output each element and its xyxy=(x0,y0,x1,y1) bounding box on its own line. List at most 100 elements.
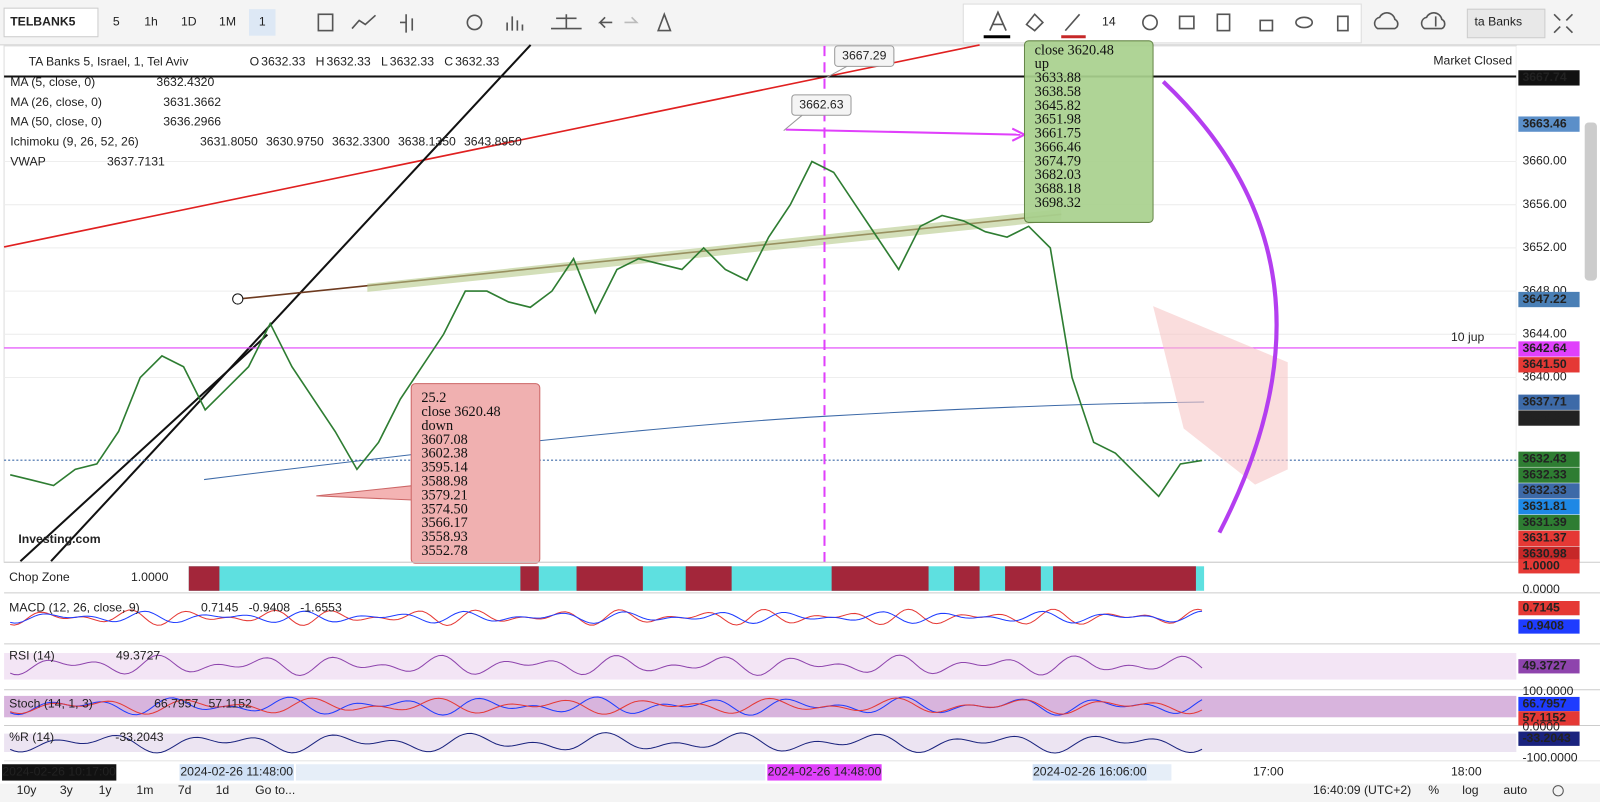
lock-icon[interactable] xyxy=(1259,19,1274,32)
fullscreen-icon[interactable] xyxy=(1553,13,1574,34)
hide-icon[interactable] xyxy=(1295,16,1314,29)
pane-label: Stoch (14, 1, 3) xyxy=(9,696,93,710)
stoch-band xyxy=(4,695,1517,718)
price-label-bg xyxy=(1518,410,1580,426)
indicators-icon[interactable] xyxy=(506,16,524,31)
clone-icon[interactable] xyxy=(1216,13,1231,32)
font-size[interactable]: 14 xyxy=(1102,15,1116,29)
upload-icon[interactable] xyxy=(1420,12,1446,30)
pane-label: %R (14) xyxy=(9,730,54,744)
price-label: 3632.33 xyxy=(1522,483,1566,497)
indicator-name: Ichimoku (9, 26, 52, 26) xyxy=(10,135,139,149)
wr-band xyxy=(4,733,1517,753)
symbol[interactable]: TELBANK5 xyxy=(10,15,75,29)
price-label: 3663.46 xyxy=(1522,116,1566,130)
indicator-name: VWAP xyxy=(10,154,46,168)
price-label-bg xyxy=(1518,394,1580,410)
price-label-bg xyxy=(1518,530,1580,547)
undo-icon[interactable] xyxy=(598,16,613,29)
price-label: 3637.71 xyxy=(1522,394,1566,408)
group-icon[interactable] xyxy=(1178,15,1195,30)
interval-button[interactable]: 1 xyxy=(259,15,266,29)
trend-line xyxy=(50,44,532,562)
chop-block xyxy=(520,566,539,591)
bottom-bar xyxy=(0,783,1600,802)
price-label: 3632.33 xyxy=(1522,467,1566,481)
range-button[interactable]: 3y xyxy=(60,783,74,797)
time-label: 17:00 xyxy=(1253,765,1284,779)
line-icon[interactable] xyxy=(351,14,377,30)
indicator-wave xyxy=(10,697,1203,715)
range-button[interactable]: 1y xyxy=(99,783,113,797)
indicator-wave xyxy=(10,608,1203,626)
pane-value: 0.7145 xyxy=(201,600,239,614)
indicator-value: 3643.8950 xyxy=(464,135,522,149)
layout-box[interactable] xyxy=(1466,8,1546,39)
indicator-value: 3636.2966 xyxy=(163,115,221,129)
scale-option[interactable]: % xyxy=(1428,783,1439,797)
arrow xyxy=(785,128,1021,136)
pane-axis-bg xyxy=(1518,659,1580,674)
range-button[interactable]: 7d xyxy=(178,783,192,797)
pane-axis-label: 66.7957 xyxy=(1522,696,1566,710)
chop-block xyxy=(1053,566,1196,591)
interval-button[interactable]: 1h xyxy=(144,15,158,29)
settings-icon[interactable] xyxy=(1142,14,1158,31)
green-box-text: 3698.32 xyxy=(1035,195,1081,211)
interval-button[interactable]: 1M xyxy=(219,15,236,29)
redo-icon[interactable] xyxy=(624,16,639,24)
pane-value: -1.6553 xyxy=(300,600,342,614)
indicator-value: 3632.3300 xyxy=(332,135,390,149)
curve-drawing xyxy=(1161,80,1279,534)
compare-icon[interactable] xyxy=(551,14,582,30)
indicator-wave xyxy=(10,654,1203,676)
pane-axis-label: 0.0000 xyxy=(1522,720,1560,734)
green-box-text: 3645.82 xyxy=(1035,98,1081,114)
price-label-bg xyxy=(1518,546,1580,562)
y-tick-label: 3656.00 xyxy=(1522,197,1566,211)
price-label: 3636.30 xyxy=(1522,410,1566,424)
symbol-box[interactable] xyxy=(3,7,99,38)
alert-icon[interactable] xyxy=(656,11,672,32)
drawings xyxy=(3,40,1517,564)
price-label: 3667.74 xyxy=(1522,70,1566,84)
indicator-lines xyxy=(10,608,1203,754)
range-button[interactable]: 1m xyxy=(136,783,153,797)
scrollbar[interactable] xyxy=(1584,122,1597,281)
chop-block xyxy=(1005,566,1041,591)
price-label: 3632.43 xyxy=(1522,452,1566,466)
scale-option[interactable]: log xyxy=(1462,783,1479,797)
layout-name[interactable]: ta Banks xyxy=(1474,15,1522,29)
time-label-bg xyxy=(1032,764,1147,781)
goto-button[interactable]: Go to... xyxy=(255,783,295,797)
delete-icon[interactable] xyxy=(1336,15,1349,32)
pane-axis-label: -33.2043 xyxy=(1522,731,1570,745)
price-label-bg xyxy=(1518,451,1580,467)
green-box-text: 3651.98 xyxy=(1035,112,1081,128)
candles-icon[interactable] xyxy=(317,13,334,32)
price-label: 3641.50 xyxy=(1522,357,1566,371)
pane-label: Chop Zone xyxy=(9,570,70,584)
ohlc-value: 3632.33 xyxy=(327,54,371,68)
text-color-icon[interactable] xyxy=(989,10,1007,31)
scale-option[interactable]: auto xyxy=(1503,783,1527,797)
pen-icon[interactable] xyxy=(1064,13,1081,32)
fill-icon[interactable] xyxy=(1025,13,1045,32)
bars-icon[interactable] xyxy=(400,14,414,33)
pane-axis-label: 100.0000 xyxy=(1522,684,1573,698)
channel xyxy=(367,209,1062,292)
time-label-bg xyxy=(767,764,882,781)
pane-axis-bg xyxy=(1518,711,1580,726)
red-box-text: 3595.14 xyxy=(421,460,467,476)
settings-icon[interactable] xyxy=(466,14,483,31)
range-button[interactable]: 10y xyxy=(17,783,38,797)
interval-button[interactable]: 1D xyxy=(181,15,197,29)
price-label: 3630.98 xyxy=(1522,546,1566,560)
range-button[interactable]: 1d xyxy=(216,783,230,797)
cloud-icon[interactable] xyxy=(1373,12,1399,30)
green-box-text: close 3620.48 xyxy=(1035,42,1114,58)
pane-axis-bg xyxy=(1518,696,1580,712)
interval-button[interactable]: 5 xyxy=(113,15,120,29)
settings-icon[interactable] xyxy=(1552,785,1564,797)
green-box-text: 3688.18 xyxy=(1035,181,1081,197)
